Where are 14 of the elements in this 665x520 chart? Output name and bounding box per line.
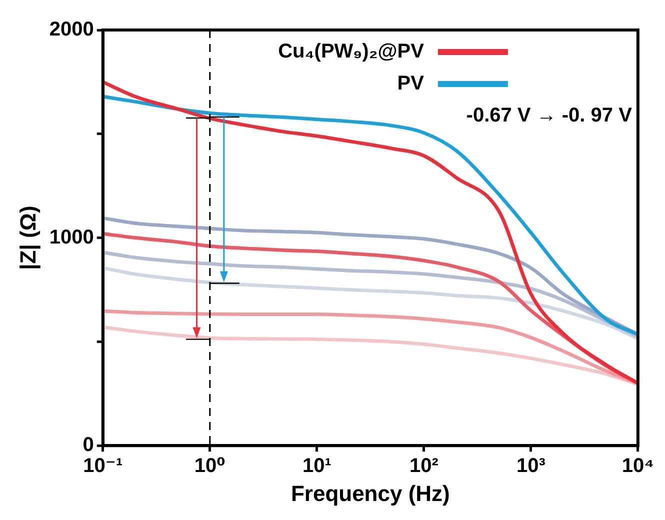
- legend-label: Cu₄(PW₉)₂@PV: [278, 40, 425, 63]
- x-tick-label: 10²: [409, 455, 439, 478]
- y-tick-label: 1000: [49, 226, 94, 248]
- x-axis-title: Frequency (Hz): [290, 480, 450, 506]
- y-tick-label: 2000: [49, 18, 94, 41]
- x-tick-label: 10⁻¹: [83, 455, 123, 478]
- y-axis-title: |Z| (Ω): [15, 206, 40, 270]
- y-tick-label: 0: [82, 434, 94, 456]
- legend-label: PV: [397, 72, 425, 95]
- x-tick-label: 10⁴: [622, 455, 654, 478]
- x-tick-label: 10⁰: [194, 455, 226, 478]
- x-tick-label: 10³: [516, 455, 546, 478]
- annotation: -0.67 V → -0. 97 V: [466, 104, 633, 127]
- x-tick-label: 10¹: [302, 455, 332, 478]
